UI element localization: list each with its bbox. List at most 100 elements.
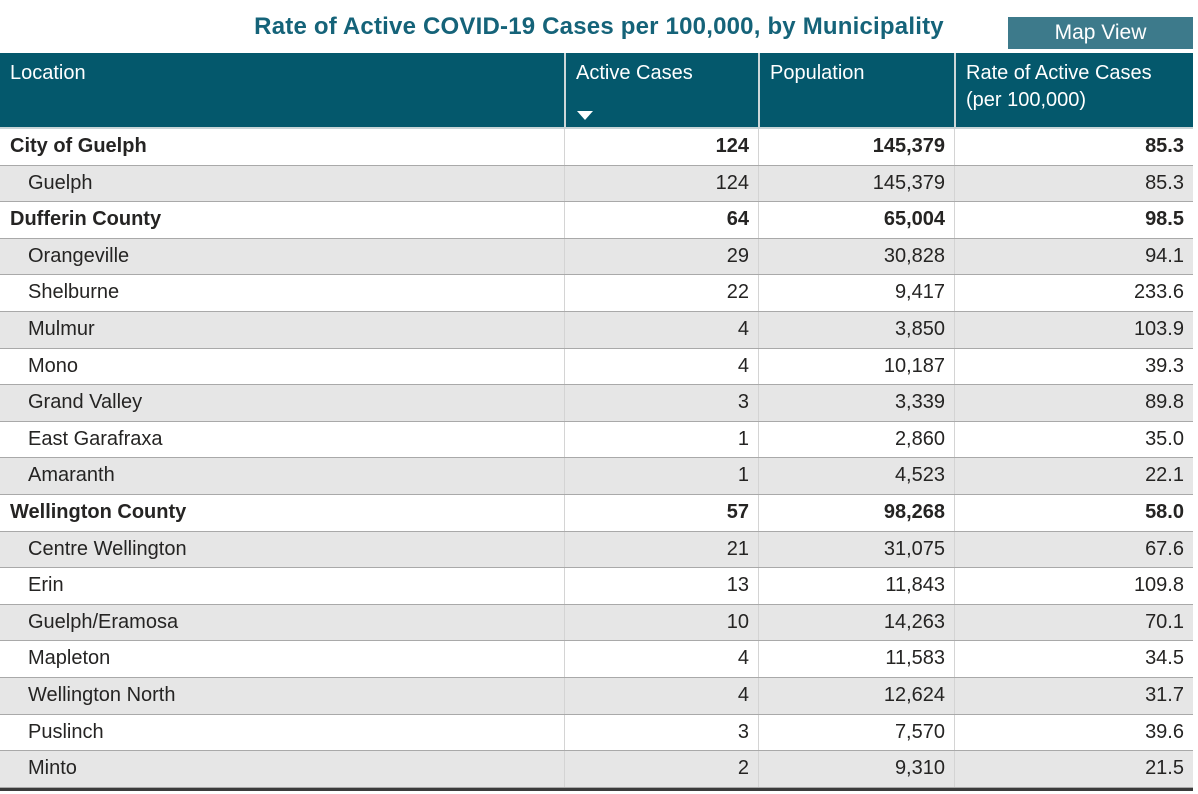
active-cases-cell[interactable]: 10: [564, 604, 758, 641]
table-row[interactable]: Mapleton 4 11,583 34.5: [0, 641, 1193, 678]
location-cell[interactable]: Erin: [28, 574, 64, 597]
rate-cell[interactable]: 98.5: [954, 202, 1193, 238]
active-cases-cell[interactable]: 1: [564, 458, 758, 494]
population-cell[interactable]: 11,843: [758, 568, 954, 604]
population-cell[interactable]: 9,310: [758, 751, 954, 787]
rate-cell[interactable]: 233.6: [954, 275, 1193, 311]
population-cell[interactable]: 11,583: [758, 641, 954, 677]
location-cell[interactable]: Puslinch: [28, 720, 104, 743]
rate-cell[interactable]: 109.8: [954, 568, 1193, 604]
active-cases-cell[interactable]: 4: [564, 677, 758, 714]
active-cases-cell[interactable]: 2: [564, 751, 758, 787]
location-cell[interactable]: Amaranth: [28, 464, 115, 487]
active-cases-cell[interactable]: 22: [564, 275, 758, 311]
table-row[interactable]: Shelburne 22 9,417 233.6: [0, 275, 1193, 312]
rate-cell[interactable]: 34.5: [954, 641, 1193, 677]
active-cases-cell[interactable]: 3: [564, 714, 758, 751]
active-cases-cell[interactable]: 124: [564, 165, 758, 202]
location-cell[interactable]: East Garafraxa: [28, 427, 163, 450]
location-cell[interactable]: Guelph/Eramosa: [28, 610, 179, 633]
location-cell[interactable]: Orangeville: [28, 244, 130, 267]
population-cell[interactable]: 145,379: [758, 165, 954, 202]
active-cases-cell[interactable]: 1: [564, 421, 758, 458]
table-row[interactable]: Wellington County 57 98,268 58.0: [0, 494, 1193, 532]
rate-cell[interactable]: 22.1: [954, 458, 1193, 494]
map-view-button[interactable]: Map View: [1008, 17, 1193, 49]
location-cell[interactable]: Mono: [28, 354, 79, 377]
location-cell[interactable]: Mulmur: [28, 317, 95, 340]
table-row[interactable]: Minto 2 9,310 21.5: [0, 751, 1193, 788]
covid-rate-table: Location Active Cases Population Rate of…: [0, 53, 1193, 791]
population-cell[interactable]: 10,187: [758, 348, 954, 385]
column-header-location[interactable]: Location: [0, 53, 564, 127]
rate-cell[interactable]: 39.6: [954, 714, 1193, 751]
active-cases-cell[interactable]: 13: [564, 568, 758, 604]
rate-cell[interactable]: 89.8: [954, 385, 1193, 421]
title-bar: Rate of Active COVID-19 Cases per 100,00…: [0, 0, 1198, 53]
population-cell[interactable]: 14,263: [758, 604, 954, 641]
column-header-rate-label-line2: (per 100,000): [966, 89, 1087, 111]
rate-cell[interactable]: 35.0: [954, 421, 1193, 458]
rate-cell[interactable]: 31.7: [954, 677, 1193, 714]
location-cell[interactable]: City of Guelph: [10, 135, 147, 157]
active-cases-cell[interactable]: 4: [564, 348, 758, 385]
population-cell[interactable]: 7,570: [758, 714, 954, 751]
population-cell[interactable]: 30,828: [758, 238, 954, 275]
active-cases-cell[interactable]: 21: [564, 531, 758, 568]
table-row[interactable]: Puslinch 3 7,570 39.6: [0, 714, 1193, 752]
active-cases-cell[interactable]: 3: [564, 385, 758, 421]
table-row[interactable]: Orangeville 29 30,828 94.1: [0, 238, 1193, 276]
rate-cell[interactable]: 94.1: [954, 238, 1193, 275]
active-cases-cell[interactable]: 29: [564, 238, 758, 275]
population-cell[interactable]: 9,417: [758, 275, 954, 311]
location-cell[interactable]: Shelburne: [28, 281, 120, 304]
population-cell[interactable]: 31,075: [758, 531, 954, 568]
table-row[interactable]: East Garafraxa 1 2,860 35.0: [0, 421, 1193, 459]
column-header-active-cases[interactable]: Active Cases: [564, 53, 758, 127]
active-cases-cell[interactable]: 124: [564, 129, 758, 165]
location-cell[interactable]: Grand Valley: [28, 391, 143, 414]
population-cell[interactable]: 145,379: [758, 129, 954, 165]
rate-cell[interactable]: 58.0: [954, 494, 1193, 531]
column-header-rate[interactable]: Rate of Active Cases (per 100,000): [954, 53, 1193, 127]
table-row[interactable]: Dufferin County 64 65,004 98.5: [0, 202, 1193, 239]
table-row[interactable]: Wellington North 4 12,624 31.7: [0, 677, 1193, 715]
population-cell[interactable]: 2,860: [758, 421, 954, 458]
location-cell[interactable]: Guelph: [28, 171, 93, 194]
table-row[interactable]: Mono 4 10,187 39.3: [0, 348, 1193, 386]
column-header-population-label: Population: [770, 62, 865, 84]
table-row[interactable]: Mulmur 4 3,850 103.9: [0, 311, 1193, 349]
location-cell[interactable]: Mapleton: [28, 647, 111, 670]
rate-cell[interactable]: 70.1: [954, 604, 1193, 641]
population-cell[interactable]: 4,523: [758, 458, 954, 494]
table-row[interactable]: Guelph/Eramosa 10 14,263 70.1: [0, 604, 1193, 642]
location-cell[interactable]: Wellington County: [10, 500, 187, 523]
active-cases-cell[interactable]: 57: [564, 494, 758, 531]
active-cases-cell[interactable]: 4: [564, 311, 758, 348]
table-row[interactable]: Erin 13 11,843 109.8: [0, 568, 1193, 605]
location-cell[interactable]: Dufferin County: [10, 208, 162, 231]
active-cases-cell[interactable]: 64: [564, 202, 758, 238]
rate-cell[interactable]: 21.5: [954, 751, 1193, 787]
page-title: Rate of Active COVID-19 Cases per 100,00…: [254, 13, 944, 40]
population-cell[interactable]: 12,624: [758, 677, 954, 714]
table-row[interactable]: City of Guelph 124 145,379 85.3: [0, 129, 1193, 166]
table-row[interactable]: Amaranth 1 4,523 22.1: [0, 458, 1193, 495]
active-cases-cell[interactable]: 4: [564, 641, 758, 677]
rate-cell[interactable]: 85.3: [954, 129, 1193, 165]
location-cell[interactable]: Wellington North: [28, 683, 176, 706]
rate-cell[interactable]: 67.6: [954, 531, 1193, 568]
population-cell[interactable]: 98,268: [758, 494, 954, 531]
population-cell[interactable]: 65,004: [758, 202, 954, 238]
rate-cell[interactable]: 103.9: [954, 311, 1193, 348]
column-header-population[interactable]: Population: [758, 53, 954, 127]
population-cell[interactable]: 3,850: [758, 311, 954, 348]
location-cell[interactable]: Minto: [28, 757, 77, 780]
location-cell[interactable]: Centre Wellington: [28, 537, 187, 560]
population-cell[interactable]: 3,339: [758, 385, 954, 421]
rate-cell[interactable]: 85.3: [954, 165, 1193, 202]
rate-cell[interactable]: 39.3: [954, 348, 1193, 385]
table-row[interactable]: Centre Wellington 21 31,075 67.6: [0, 531, 1193, 569]
table-row[interactable]: Guelph 124 145,379 85.3: [0, 165, 1193, 203]
table-row[interactable]: Grand Valley 3 3,339 89.8: [0, 385, 1193, 422]
